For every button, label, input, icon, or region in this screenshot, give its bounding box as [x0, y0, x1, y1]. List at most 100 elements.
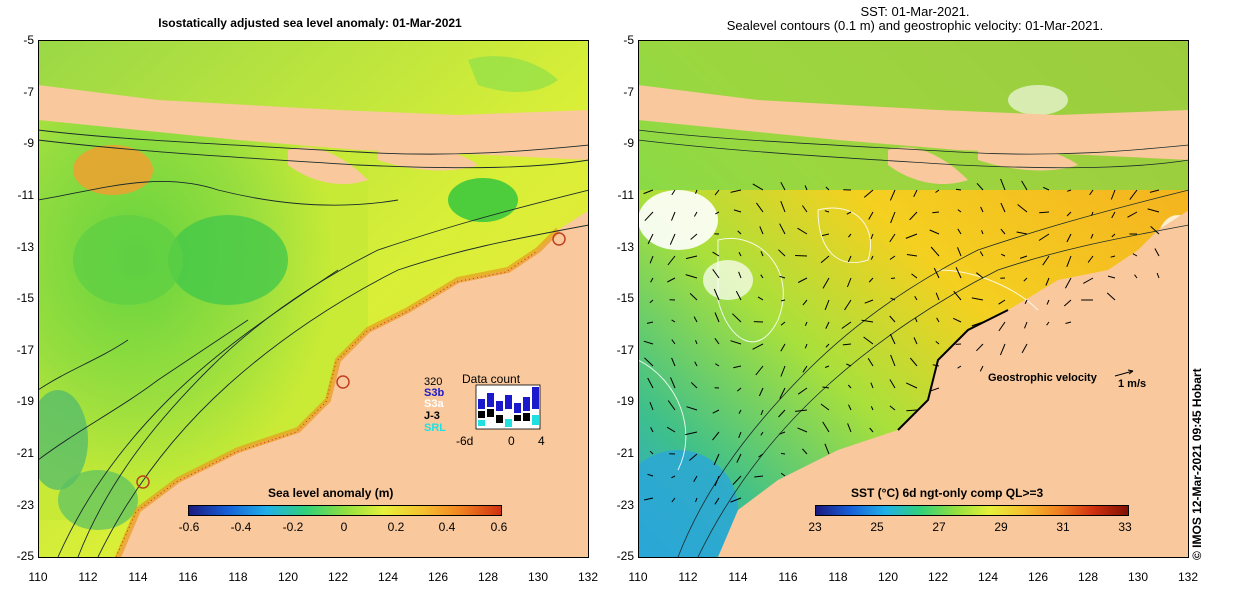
velocity-arrow	[1132, 253, 1138, 257]
velocity-arrow	[1045, 277, 1050, 286]
right-colorbar-title: SST (°C) 6d ngt-only comp QL>=3	[851, 486, 1044, 500]
velocity-arrow	[889, 233, 896, 243]
velocity-arrow	[669, 233, 676, 245]
left-map-graphic	[38, 40, 589, 557]
velocity-arrow	[889, 255, 896, 260]
tide-gauge-marker[interactable]	[136, 475, 150, 489]
velocity-arrow	[671, 189, 676, 196]
cbar-tick: -0.4	[230, 520, 252, 534]
x-tick: 126	[1027, 570, 1049, 584]
velocity-arrow	[957, 209, 962, 213]
velocity-arrow	[693, 316, 698, 323]
data-count-title: Data count	[462, 372, 521, 386]
velocity-arrow	[824, 443, 830, 455]
velocity-arrow	[643, 189, 654, 195]
velocity-scale-arrow	[1114, 370, 1134, 377]
y-tick: -17	[616, 343, 634, 357]
data-count-x-end: 4	[538, 434, 545, 448]
velocity-arrow	[649, 450, 654, 455]
velocity-arrow	[693, 475, 698, 482]
velocity-arrow	[695, 497, 698, 503]
velocity-arrow	[1066, 211, 1072, 217]
velocity-arrow	[650, 277, 654, 283]
velocity-arrow	[695, 189, 698, 194]
left-sea-level-map[interactable]	[38, 40, 589, 557]
velocity-arrow	[955, 188, 962, 191]
velocity-arrow	[733, 209, 742, 213]
cbar-tick: 25	[870, 520, 884, 534]
velocity-arrow	[738, 252, 742, 257]
velocity-arrow	[1016, 231, 1028, 235]
velocity-arrow	[889, 189, 896, 201]
velocity-arrow	[795, 255, 808, 257]
velocity-arrow	[760, 251, 764, 257]
velocity-arrow	[733, 365, 742, 369]
velocity-arrow	[685, 255, 698, 260]
velocity-arrow	[841, 321, 852, 329]
velocity-arrow	[870, 233, 874, 240]
data-count-max: 320	[424, 376, 443, 388]
right-map-graphic	[638, 40, 1189, 557]
velocity-arrow	[738, 409, 742, 414]
right-map-title-line2: Sealevel contours (0.1 m) and geostrophi…	[726, 18, 1104, 33]
velocity-arrow	[797, 387, 808, 395]
x-tick: 116	[778, 570, 798, 584]
x-tick: 132	[577, 570, 599, 584]
x-tick: 122	[327, 570, 349, 584]
velocity-arrow	[1038, 233, 1050, 241]
velocity-arrow	[822, 421, 830, 433]
velocity-arrow	[667, 277, 676, 283]
velocity-arrow	[870, 406, 874, 411]
velocity-arrow	[979, 365, 984, 372]
velocity-arrow	[955, 267, 962, 279]
velocity-arrow	[1000, 202, 1006, 213]
velocity-arrow	[869, 427, 874, 433]
velocity-arrow	[760, 409, 764, 416]
velocity-arrow	[914, 296, 918, 301]
velocity-arrow	[714, 475, 720, 487]
satellite-label-s3b: S3b	[424, 387, 445, 399]
velocity-arrow	[671, 339, 676, 345]
velocity-arrow	[1024, 299, 1028, 305]
velocity-arrow	[905, 233, 918, 239]
velocity-arrow	[930, 246, 940, 257]
velocity-arrow	[906, 254, 918, 257]
velocity-arrow	[671, 475, 676, 479]
velocity-arrow	[779, 431, 786, 435]
velocity-arrow	[846, 211, 852, 215]
velocity-arrow	[671, 319, 676, 323]
x-tick: 128	[477, 570, 499, 584]
velocity-arrow	[649, 255, 654, 264]
velocity-arrow	[820, 255, 830, 264]
velocity-arrow	[913, 337, 918, 345]
velocity-arrow	[999, 343, 1006, 356]
velocity-arrow	[933, 267, 940, 279]
x-tick: 118	[828, 570, 848, 584]
velocity-arrow	[890, 297, 896, 301]
velocity-arrow	[714, 338, 720, 345]
velocity-arrow	[889, 405, 896, 411]
cbar-tick: 0	[340, 520, 348, 534]
tide-gauge-marker[interactable]	[552, 232, 566, 246]
velocity-arrow	[1127, 211, 1138, 218]
data-count-bars	[475, 384, 541, 430]
right-sst-map[interactable]	[638, 40, 1189, 557]
velocity-arrow	[1111, 233, 1116, 238]
velocity-arrow	[801, 205, 808, 213]
velocity-arrow	[820, 403, 830, 411]
tide-gauge-marker[interactable]	[336, 375, 350, 389]
velocity-arrow	[868, 277, 874, 283]
y-tick: -23	[16, 498, 34, 512]
y-tick: -13	[616, 240, 634, 254]
velocity-arrow	[802, 448, 808, 455]
velocity-arrow	[1000, 253, 1006, 257]
bathymetry-contours	[38, 129, 589, 557]
y-tick: -19	[16, 394, 34, 408]
velocity-arrow	[755, 365, 764, 376]
sst-colorbar	[815, 505, 1129, 516]
velocity-arrow	[671, 357, 676, 367]
velocity-arrow	[824, 210, 830, 213]
cbar-tick: 29	[994, 520, 1008, 534]
x-tick: 122	[927, 570, 949, 584]
y-tick: -15	[616, 291, 634, 305]
